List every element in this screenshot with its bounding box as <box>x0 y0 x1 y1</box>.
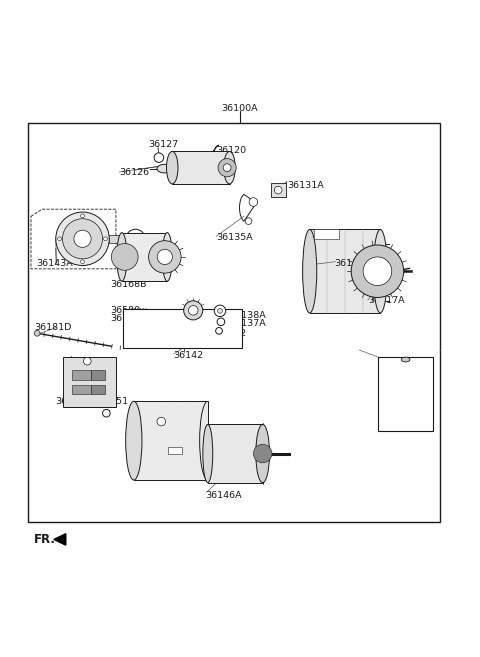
Text: 36137B: 36137B <box>110 314 147 323</box>
Text: 36102: 36102 <box>216 328 246 338</box>
Ellipse shape <box>162 233 172 281</box>
Circle shape <box>184 301 203 320</box>
Text: 36117A: 36117A <box>368 296 405 306</box>
Circle shape <box>34 330 40 336</box>
Bar <box>134 401 208 480</box>
Bar <box>72 385 91 394</box>
Ellipse shape <box>117 233 127 281</box>
Circle shape <box>218 158 236 177</box>
Text: 36145: 36145 <box>172 317 203 326</box>
Bar <box>123 309 242 348</box>
Text: 36211: 36211 <box>392 398 422 407</box>
Text: 36181D: 36181D <box>34 323 71 332</box>
Circle shape <box>154 153 164 162</box>
Circle shape <box>217 318 225 326</box>
Text: 36138A: 36138A <box>229 311 266 320</box>
Text: 36142: 36142 <box>173 351 204 360</box>
Text: 36150: 36150 <box>144 459 175 468</box>
Ellipse shape <box>401 357 410 362</box>
Ellipse shape <box>203 424 213 483</box>
Circle shape <box>157 249 172 265</box>
Bar <box>63 357 116 407</box>
Circle shape <box>275 187 282 194</box>
Text: 36135A: 36135A <box>216 233 253 242</box>
Circle shape <box>58 237 61 240</box>
Circle shape <box>189 306 198 315</box>
Ellipse shape <box>256 424 270 483</box>
Circle shape <box>363 257 392 286</box>
Bar <box>91 371 105 380</box>
Circle shape <box>253 444 272 463</box>
Text: 36100A: 36100A <box>222 104 258 112</box>
Circle shape <box>249 198 258 206</box>
Bar <box>72 371 91 380</box>
Circle shape <box>214 305 226 317</box>
Bar <box>91 385 105 394</box>
Circle shape <box>81 214 84 217</box>
Bar <box>378 357 433 431</box>
Circle shape <box>351 245 404 298</box>
Text: 36126: 36126 <box>119 168 149 177</box>
Text: FR.: FR. <box>34 533 56 546</box>
Text: 36151: 36151 <box>98 397 128 405</box>
Text: 36170: 36170 <box>55 397 85 405</box>
Ellipse shape <box>224 152 235 184</box>
Bar <box>310 229 380 313</box>
Circle shape <box>62 219 103 259</box>
Bar <box>314 229 339 239</box>
Ellipse shape <box>126 401 142 480</box>
Polygon shape <box>54 533 66 545</box>
Text: 36120: 36120 <box>216 145 246 154</box>
Circle shape <box>149 240 181 273</box>
Circle shape <box>104 237 108 240</box>
Bar <box>208 424 263 483</box>
Circle shape <box>223 164 231 171</box>
Bar <box>122 233 167 281</box>
Ellipse shape <box>167 152 178 184</box>
Circle shape <box>245 217 252 225</box>
Circle shape <box>103 409 110 417</box>
Text: 36127: 36127 <box>148 140 179 148</box>
Ellipse shape <box>373 229 387 313</box>
Circle shape <box>217 308 222 313</box>
Text: 36146A: 36146A <box>205 491 242 500</box>
Text: 36137A: 36137A <box>229 319 266 328</box>
Text: 36580: 36580 <box>110 306 140 315</box>
Bar <box>172 152 229 184</box>
Circle shape <box>56 212 109 265</box>
Text: 36168B: 36168B <box>110 280 147 288</box>
Circle shape <box>157 417 166 426</box>
Ellipse shape <box>157 164 172 173</box>
Ellipse shape <box>302 229 317 313</box>
Text: 36110: 36110 <box>335 259 365 268</box>
Text: 36131A: 36131A <box>287 181 324 190</box>
Bar <box>109 235 152 242</box>
Text: 36143A: 36143A <box>36 259 72 267</box>
Bar <box>168 447 182 454</box>
Circle shape <box>84 357 91 365</box>
Circle shape <box>74 230 91 248</box>
Text: 1140HL: 1140HL <box>392 406 428 415</box>
Circle shape <box>111 244 138 270</box>
Bar <box>28 124 441 522</box>
Circle shape <box>81 260 84 263</box>
Circle shape <box>216 328 222 334</box>
Bar <box>271 183 286 197</box>
